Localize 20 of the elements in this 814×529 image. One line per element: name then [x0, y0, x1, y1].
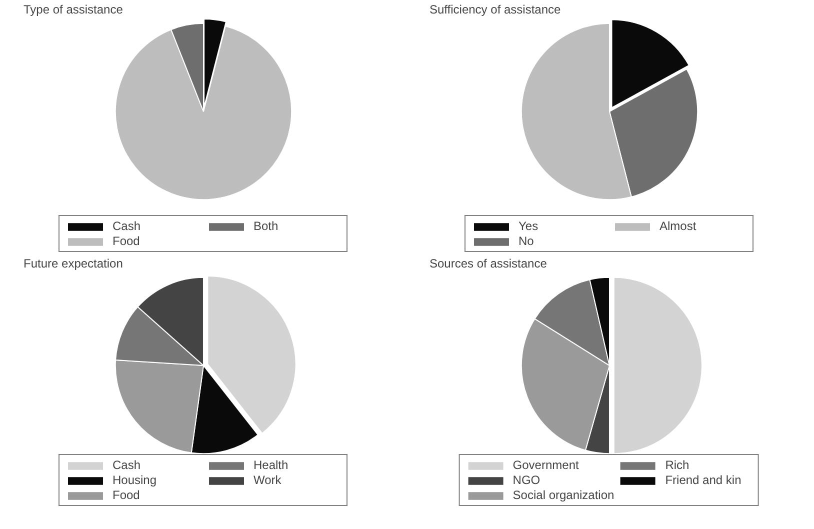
chart-title: Sources of assistance: [430, 256, 548, 270]
legend-label: Both: [254, 219, 280, 233]
legend-label: Cash: [112, 219, 142, 233]
legend-label: Food: [112, 488, 141, 502]
legend-label: Government: [512, 458, 580, 472]
legend-label: Almost: [660, 219, 698, 233]
legend-label: Food: [112, 234, 141, 248]
chart-title: Future expectation: [24, 256, 123, 270]
legend-label: Health: [254, 458, 290, 472]
legend-label: Friend and kin: [665, 473, 742, 487]
legend-label: Rich: [665, 458, 690, 472]
legend-label: No: [518, 234, 535, 248]
legend-label: Housing: [112, 473, 158, 487]
legend-label: Social organization: [512, 488, 614, 502]
legend-label: Work: [254, 473, 282, 487]
chart-title: Type of assistance: [24, 2, 124, 16]
legend-label: Yes: [518, 219, 540, 233]
legend-label: NGO: [512, 473, 542, 487]
chart-title: Sufficiency of assistance: [430, 2, 562, 16]
legend-label: Cash: [112, 458, 142, 472]
